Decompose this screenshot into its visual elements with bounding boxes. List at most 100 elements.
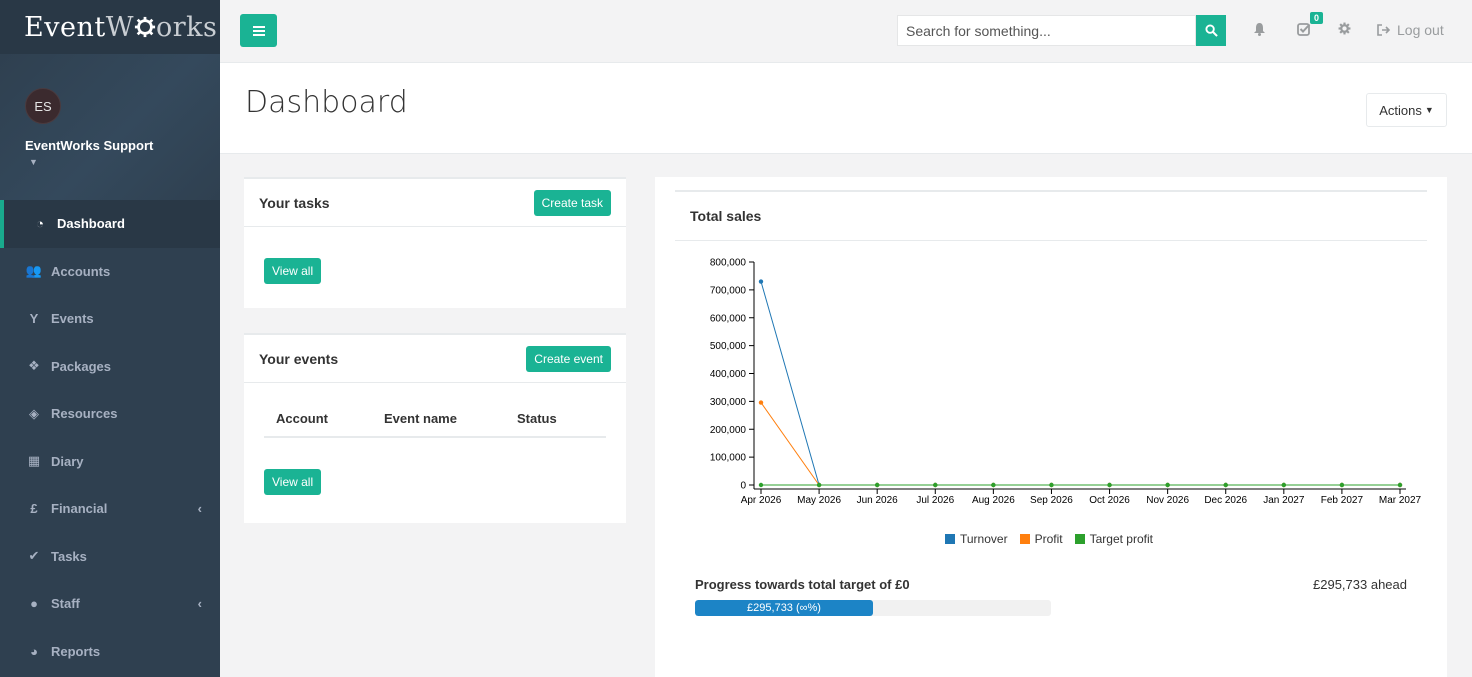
sidebar-item-reports[interactable]: ◕ Reports [0,628,220,676]
data-point-target-profit [991,482,996,488]
x-tick-label: Sep 2026 [1030,495,1073,506]
sidebar-item-resources[interactable]: ◈ Resources [0,390,220,438]
actions-dropdown-button[interactable]: Actions ▼ [1366,93,1447,127]
sidebar-item-label: Reports [51,643,101,659]
y-tick-label: 600,000 [710,313,747,324]
progress-label: Progress towards total target of £0 [695,577,910,592]
legend-swatch [1074,534,1085,544]
series-line-profit [760,402,1400,486]
x-tick-label: Nov 2026 [1146,495,1189,506]
progress-bar: £295,733 (∞%) [695,600,873,616]
legend-label: Turnover [960,532,1008,546]
legend-item[interactable]: Profit [1019,532,1063,546]
search-bar [897,15,1226,46]
create-event-button[interactable]: Create event [526,345,611,372]
user-icon: ● [30,596,38,612]
sidebar-item-label: Financial [51,501,108,517]
gear-icon[interactable] [1338,22,1351,38]
y-tick-label: 300,000 [710,397,747,408]
profile-name[interactable]: EventWorks Support [25,138,154,153]
x-tick-label: Jun 2026 [857,495,899,506]
sidebar-item-financial[interactable]: £ Financial ‹ [0,485,220,533]
avatar[interactable]: ES [25,88,61,124]
sidebar-item-tasks[interactable]: ✔ Tasks [0,533,220,581]
sidebar-item-events[interactable]: Y Events [0,295,220,343]
caret-down-icon[interactable]: ▼ [29,157,38,167]
column-header-account[interactable]: Account [276,410,328,426]
column-header-event-name[interactable]: Event name [384,410,457,426]
progress-track: £295,733 (∞%) [695,600,1051,616]
legend-swatch [945,534,955,544]
gear-logo-icon [134,16,156,37]
data-point-target-profit [933,482,938,488]
brand-logo[interactable]: EventW orks [24,12,217,43]
x-tick-label: Jul 2026 [916,495,954,506]
page-heading: Dashboard Actions ▼ [220,63,1472,154]
pound-icon: £ [30,501,38,517]
topbar: 0 Log out [220,0,1472,63]
view-all-events-button[interactable]: View all [264,469,322,495]
glass-icon: Y [29,311,39,327]
data-point-target-profit [1049,482,1054,488]
legend-swatch [1019,534,1030,544]
profile-block: ES EventWorks Support ▼ [0,54,220,200]
bars-icon [252,25,265,36]
data-point-target-profit [816,482,822,488]
logout-link[interactable]: Log out [1377,22,1444,38]
logout-label: Log out [1397,22,1444,38]
sidebar-item-dashboard[interactable]: ◔ Dashboard [0,200,220,248]
data-point-target-profit [1281,482,1287,488]
y-tick-label: 800,000 [710,258,747,269]
pie-chart-icon: ◕ [30,643,38,659]
y-tick-label: 700,000 [710,285,747,296]
tasks-badge: 0 [1310,12,1324,24]
search-button[interactable] [1196,15,1226,46]
sales-panel-top-border [675,190,1427,192]
total-sales-chart: 0 100,000 200,000 300,000 400,000 500,000 600,… [710,258,1422,507]
sidebar-item-label: Tasks [51,548,87,564]
sidebar-nav: ◔ Dashboard 👥 Accounts Y Events ❖ Packages ◈ Reso… [0,200,220,675]
data-point-target-profit [758,482,764,488]
x-tick-label: Jan 2027 [1263,495,1305,506]
data-point-target-profit [874,482,880,488]
data-point-turnover [758,279,764,284]
sidebar-item-label: Dashboard [57,216,125,232]
search-input[interactable] [897,15,1196,46]
events-table-header: Account Event name Status [264,400,606,438]
bell-icon[interactable] [1253,22,1266,39]
sidebar-item-accounts[interactable]: 👥 Accounts [0,248,220,296]
check-icon: ✔ [28,548,40,564]
sidebar-item-diary[interactable]: ▦ Diary [0,438,220,486]
y-tick-label: 100,000 [710,453,747,464]
sidebar-item-label: Diary [51,453,84,469]
create-task-button[interactable]: Create task [533,189,611,216]
x-tick-label: Feb 2027 [1321,495,1364,506]
data-point-target-profit [1223,482,1228,488]
sidebar-item-label: Resources [51,406,118,422]
sidebar-item-packages[interactable]: ❖ Packages [0,343,220,391]
x-tick-label: Oct 2026 [1089,495,1130,506]
tasks-check-icon[interactable] [1297,22,1311,39]
cubes-icon: ❖ [28,358,40,374]
sales-panel-title: Total sales [690,208,762,224]
users-icon: 👥 [25,263,43,279]
logo-suffix: orks [155,11,218,43]
sidebar-item-staff[interactable]: ● Staff ‹ [0,580,220,628]
legend-label: Profit [1034,532,1063,546]
tasks-panel-title: Your tasks [259,194,330,211]
x-tick-label: May 2026 [797,495,841,506]
events-panel-title: Your events [259,350,339,367]
menu-toggle-button[interactable] [240,14,277,47]
data-point-profit [758,400,764,405]
legend-item[interactable]: Turnover [945,532,1008,546]
sidebar-item-label: Events [51,311,94,327]
chevron-left-icon: ‹ [197,501,202,517]
legend-label: Target profit [1089,532,1153,546]
column-header-status[interactable]: Status [517,410,557,426]
sidebar: EventW orks ES EventWorks Support ▼ ◔ Dash… [0,0,220,677]
data-point-target-profit [1107,482,1112,488]
chevron-left-icon: ‹ [197,596,202,612]
y-tick-label: 200,000 [710,425,747,436]
view-all-tasks-button[interactable]: View all [264,258,322,284]
legend-item[interactable]: Target profit [1074,532,1153,546]
